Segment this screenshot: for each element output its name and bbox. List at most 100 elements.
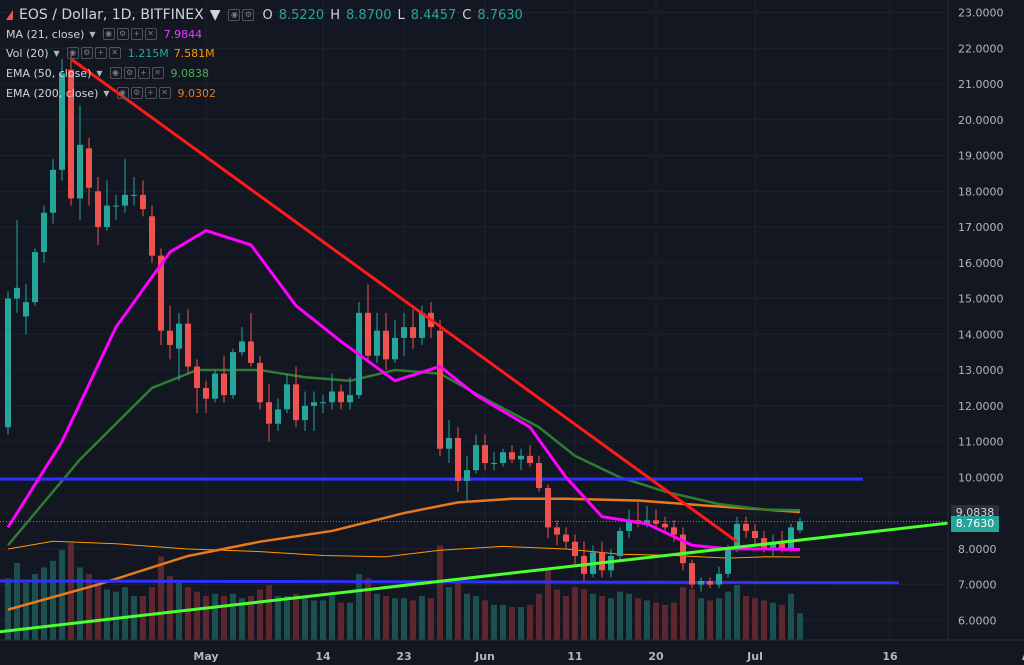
volume-bar <box>527 604 533 640</box>
indicator-vol-row[interactable]: Vol (20) ▼ ◉ ⚙ + ✕ 1.215M 7.581M <box>6 44 215 62</box>
volume-bar <box>158 556 164 640</box>
volume-bar <box>347 602 353 640</box>
chevron-down-icon[interactable]: ▼ <box>96 68 103 78</box>
indicator-ma21-label[interactable]: MA (21, close) <box>6 27 85 41</box>
volume-bar <box>536 593 542 640</box>
plus-icon[interactable]: + <box>137 67 150 79</box>
candle-body <box>617 530 623 556</box>
candle-body <box>329 391 335 403</box>
candle-body <box>149 216 155 256</box>
candle-body <box>482 445 488 464</box>
chevron-down-icon[interactable]: ▼ <box>53 48 60 58</box>
volume-bar <box>509 607 515 640</box>
chevron-down-icon[interactable]: ▼ <box>103 88 110 98</box>
candle-body <box>563 534 569 542</box>
settings-gear-icon[interactable]: ⚙ <box>116 28 129 40</box>
candle-body <box>689 563 695 585</box>
volume-bar <box>500 604 506 640</box>
candle-body <box>68 69 74 199</box>
settings-gear-icon[interactable]: ⚙ <box>242 9 255 21</box>
ma21-line <box>6 229 801 552</box>
volume-bar <box>473 596 479 640</box>
plus-icon[interactable]: + <box>144 87 157 99</box>
eye-icon[interactable]: ◉ <box>228 9 241 21</box>
time-axis-tick: 20 <box>648 650 664 663</box>
volume-bar <box>212 593 218 640</box>
indicator-ema50-value: 9.0838 <box>170 66 210 80</box>
settings-gear-icon[interactable]: ⚙ <box>80 47 93 59</box>
time-axis-tick: 14 <box>315 650 331 663</box>
candle-body <box>275 409 281 424</box>
volume-bar <box>248 596 254 640</box>
price-axis-tick: 21.0000 <box>958 78 1004 91</box>
candle-body <box>698 581 704 585</box>
eye-icon[interactable]: ◉ <box>116 87 129 99</box>
eye-icon[interactable]: ◉ <box>102 28 115 40</box>
volume-bar <box>752 598 758 640</box>
indicator-vol-avg-value: 7.581M <box>173 46 215 60</box>
indicator-ema200-label[interactable]: EMA (200, close) <box>6 86 99 100</box>
volume-bar <box>779 604 785 640</box>
volume-bar <box>410 600 416 640</box>
indicator-vol-label[interactable]: Vol (20) <box>6 46 49 60</box>
volume-bar <box>257 589 263 640</box>
indicator-ema50-label[interactable]: EMA (50, close) <box>6 66 92 80</box>
candle-body <box>95 191 101 228</box>
symbol-menu-chevron-icon[interactable]: ▼ <box>209 7 221 23</box>
candle-body <box>725 548 731 574</box>
candle-body <box>212 373 218 399</box>
uptrend-line <box>0 516 990 634</box>
candle-body <box>779 541 785 549</box>
candle-body <box>401 327 407 338</box>
indicator-ema200-row[interactable]: EMA (200, close) ▼ ◉ ⚙ + ✕ 9.0302 <box>6 84 216 102</box>
volume-bar <box>662 604 668 640</box>
candle-body <box>410 327 416 338</box>
indicator-ma21-row[interactable]: MA (21, close) ▼ ◉ ⚙ + ✕ 7.9844 <box>6 25 202 43</box>
candle-body <box>419 312 425 338</box>
indicator-actions: ◉ ⚙ + ✕ <box>109 67 164 79</box>
candle-body <box>113 205 119 207</box>
indicator-actions: ◉ ⚙ + ✕ <box>116 87 171 99</box>
volume-bar <box>608 598 614 640</box>
volume-bar <box>95 582 101 640</box>
candle-body <box>473 445 479 471</box>
eye-icon[interactable]: ◉ <box>109 67 122 79</box>
plus-icon[interactable]: + <box>130 28 143 40</box>
volume-bar <box>50 560 56 640</box>
candle-body <box>716 573 722 585</box>
close-icon[interactable]: ✕ <box>151 67 164 79</box>
candle-body <box>167 330 173 346</box>
eye-icon[interactable]: ◉ <box>66 47 79 59</box>
volume-bar <box>617 591 623 640</box>
price-axis-tick: 23.0000 <box>958 7 1004 20</box>
candle-body <box>374 330 380 356</box>
candle-body <box>302 405 308 421</box>
volume-bar <box>329 596 335 640</box>
chevron-down-icon[interactable]: ▼ <box>89 29 96 39</box>
settings-gear-icon[interactable]: ⚙ <box>130 87 143 99</box>
close-icon[interactable]: ✕ <box>144 28 157 40</box>
close-icon[interactable]: ✕ <box>158 87 171 99</box>
candle-body <box>32 252 38 303</box>
plus-icon[interactable]: + <box>94 47 107 59</box>
price-axis-tick: 12.0000 <box>958 400 1004 413</box>
candle-body <box>536 463 542 489</box>
volume-bar <box>320 600 326 640</box>
close-icon[interactable]: ✕ <box>108 47 121 59</box>
candle-body <box>158 255 164 331</box>
volume-bar <box>392 598 398 640</box>
volume-bar <box>293 593 299 640</box>
candle-body <box>311 402 317 406</box>
price-axis-tick: 11.0000 <box>958 436 1004 449</box>
indicator-vol-value: 1.215M <box>127 46 169 60</box>
volume-bar <box>572 587 578 640</box>
settings-gear-icon[interactable]: ⚙ <box>123 67 136 79</box>
candle-body <box>653 520 659 524</box>
volume-bar <box>599 596 605 640</box>
price-axis-tick: 17.0000 <box>958 221 1004 234</box>
volume-bar <box>122 587 128 640</box>
indicator-ema50-row[interactable]: EMA (50, close) ▼ ◉ ⚙ + ✕ 9.0838 <box>6 64 209 82</box>
symbol-title[interactable]: EOS / Dollar, 1D, BITFINEX <box>19 7 204 23</box>
candle-body <box>509 452 515 460</box>
candle-body <box>23 302 29 317</box>
